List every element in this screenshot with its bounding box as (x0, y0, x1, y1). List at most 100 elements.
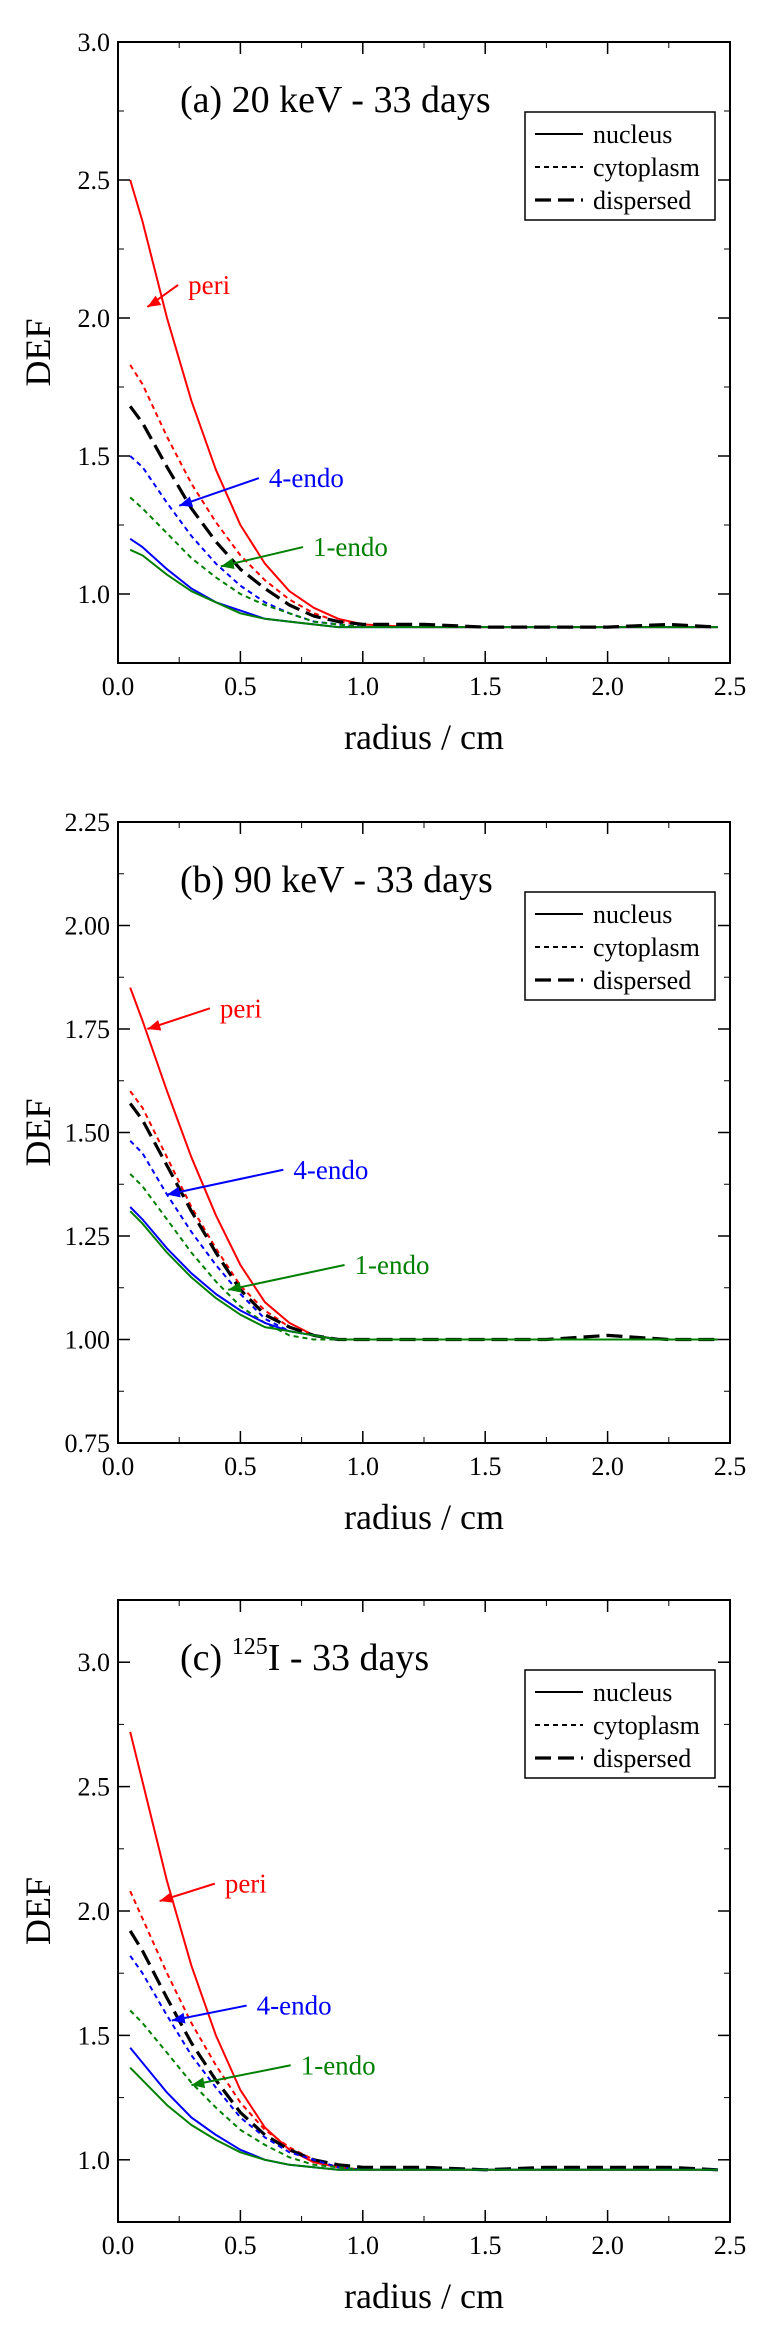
y-axis-title: DEF (18, 318, 58, 386)
y-tick-label: 1.25 (65, 1222, 111, 1251)
annotation-label-1-endo: 1-endo (313, 532, 388, 562)
y-tick-label: 1.50 (65, 1119, 111, 1148)
annotation-arrowhead-4-endo (166, 1186, 181, 1198)
y-tick-label: 2.25 (65, 808, 111, 837)
x-tick-label: 1.0 (347, 672, 380, 701)
series-line-1-endo-cytoplasm (129, 496, 363, 629)
panel-title-superscript: 125 (232, 1634, 268, 1660)
annotation-arrow-1-endo (191, 2064, 291, 2087)
annotation-arrowhead-peri (147, 295, 162, 307)
x-tick-label: 1.5 (469, 2231, 502, 2260)
legend-label-dispersed: dispersed (593, 1744, 691, 1773)
legend-label-dispersed: dispersed (593, 186, 691, 215)
series-line-4-endo-cytoplasm (129, 1140, 363, 1341)
annotation-arrowhead-1-endo (220, 558, 235, 569)
annotation-arrowhead-1-endo (228, 1281, 242, 1293)
y-tick-label: 1.5 (78, 2021, 111, 2050)
y-tick-label: 0.75 (65, 1429, 111, 1458)
y-tick-label: 2.0 (78, 304, 111, 333)
y-tick-label: 1.00 (65, 1326, 111, 1355)
y-axis-title: DEF (18, 1877, 58, 1945)
x-axis-title: radius / cm (344, 1497, 504, 1537)
x-tick-label: 2.5 (714, 2231, 747, 2260)
annotation-arrowhead-4-endo (179, 496, 194, 507)
y-tick-label: 3.0 (78, 1648, 111, 1677)
panel-title-prefix: (c) (180, 1637, 232, 1679)
series-line-dispersed (128, 405, 718, 629)
y-axis-title: DEF (18, 1098, 58, 1166)
annotation-arrow-1-endo (220, 546, 304, 568)
annotation-arrow-1-endo (227, 1264, 345, 1291)
legend-label-cytoplasm: cytoplasm (593, 933, 700, 962)
x-tick-label: 0.0 (102, 1452, 135, 1481)
x-axis-title: radius / cm (344, 2276, 504, 2316)
annotation-label-peri: peri (220, 993, 262, 1023)
legend: nucleus cytoplasm dispersed (524, 1669, 716, 1779)
annotation-arrowhead-peri (147, 1020, 162, 1031)
panel-title: (c) 125I - 33 days (180, 1634, 429, 1679)
legend-label-nucleus: nucleus (593, 120, 672, 149)
annotation-label-peri: peri (188, 270, 230, 300)
x-tick-label: 2.5 (714, 1452, 747, 1481)
legend-label-nucleus: nucleus (593, 1678, 672, 1707)
legend-label-dispersed: dispersed (593, 966, 691, 995)
panel-a: 0.0 0.5 1.0 1.5 2.0 2.5 1.0 1.5 2.0 2.5 3.0 radius … (18, 28, 746, 757)
panel-title-suffix: I - 33 days (268, 1637, 429, 1679)
legend: nucleus cytoplasm dispersed (524, 111, 716, 221)
x-tick-label: 0.5 (224, 2231, 257, 2260)
x-tick-label: 1.5 (469, 672, 502, 701)
legend-label-cytoplasm: cytoplasm (593, 153, 700, 182)
y-tick-label: 1.0 (78, 580, 111, 609)
series-line-1-endo-nucleus (129, 1210, 718, 1341)
annotation-arrow-4-endo (166, 1168, 284, 1196)
y-tick-label: 2.5 (78, 1773, 111, 1802)
series-line-1-endo-cytoplasm (129, 2009, 363, 2171)
x-tick-label: 1.0 (347, 1452, 380, 1481)
legend-box (524, 1669, 716, 1779)
x-tick-label: 0.0 (102, 672, 135, 701)
legend-label-cytoplasm: cytoplasm (593, 1711, 700, 1740)
x-tick-label: 2.0 (591, 672, 624, 701)
series-line-peri-cytoplasm (129, 1890, 363, 2171)
annotation-label-peri: peri (225, 1869, 267, 1899)
annotation-arrowhead-1-endo (191, 2077, 206, 2089)
legend-box (524, 111, 716, 221)
x-tick-label: 1.5 (469, 1452, 502, 1481)
y-tick-label: 1.5 (78, 442, 111, 471)
series-line-4-endo-cytoplasm (129, 455, 363, 629)
annotation-label-1-endo: 1-endo (301, 2050, 376, 2080)
series-line-1-endo-nucleus (129, 548, 718, 629)
y-tick-label: 3.0 (78, 28, 111, 57)
series-line-4-endo-cytoplasm (129, 1955, 363, 2171)
x-tick-label: 0.5 (224, 672, 257, 701)
annotation-arrowhead-peri (159, 1892, 174, 1903)
x-tick-label: 2.0 (591, 2231, 624, 2260)
panel-title: (a) 20 keV - 33 days (180, 79, 491, 121)
x-tick-label: 1.0 (347, 2231, 380, 2260)
y-tick-label: 2.0 (78, 1897, 111, 1926)
series-line-peri-cytoplasm (129, 1090, 363, 1341)
panel-c: 0.0 0.5 1.0 1.5 2.0 2.5 1.0 1.5 2.0 2.5 3.0 radius … (18, 1599, 747, 2316)
y-tick-label: 1.0 (78, 2146, 111, 2175)
y-tick-label: 2.5 (78, 166, 111, 195)
annotation-arrow-4-endo (178, 477, 260, 507)
annotation-label-4-endo: 4-endo (293, 1155, 368, 1185)
annotation-label-4-endo: 4-endo (257, 1991, 332, 2021)
y-tick-label: 1.75 (65, 1015, 111, 1044)
y-tick-label: 2.00 (65, 912, 111, 941)
series-line-1-endo-nucleus (129, 2066, 718, 2171)
legend: nucleus cytoplasm dispersed (524, 891, 716, 1001)
series-line-peri-cytoplasm (129, 364, 363, 626)
panel-b: 0.0 0.5 1.0 1.5 2.0 2.5 0.75 1.00 1.25 1.50 1.75 2.… (18, 808, 746, 1537)
annotation-label-4-endo: 4-endo (269, 463, 344, 493)
x-tick-label: 2.0 (591, 1452, 624, 1481)
series-line-1-endo-cytoplasm (129, 1173, 363, 1341)
x-tick-label: 0.0 (102, 2231, 135, 2260)
panel-title: (b) 90 keV - 33 days (180, 859, 493, 901)
x-tick-label: 2.5 (714, 672, 747, 701)
x-axis-title: radius / cm (344, 717, 504, 757)
annotation-label-1-endo: 1-endo (355, 1250, 430, 1280)
annotation-arrowhead-4-endo (171, 2012, 186, 2024)
